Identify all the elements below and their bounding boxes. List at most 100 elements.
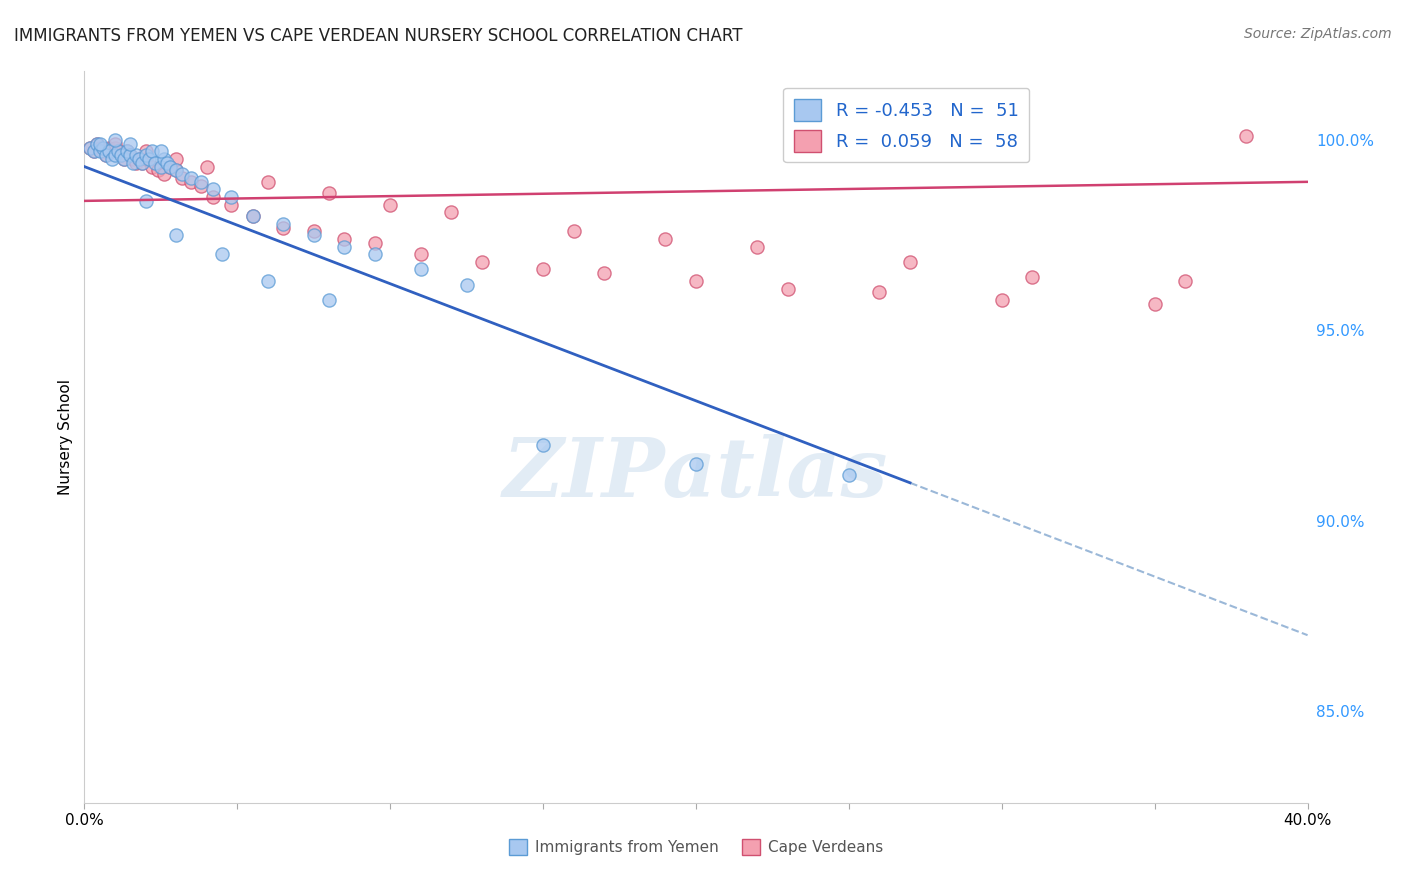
- Point: [135, 152, 157, 166]
- Point: [257, 175, 280, 189]
- Point: [302, 228, 325, 243]
- Point: [471, 255, 494, 269]
- Point: [219, 197, 242, 211]
- Point: [1021, 270, 1043, 285]
- Legend: Immigrants from Yemen, Cape Verdeans: Immigrants from Yemen, Cape Verdeans: [503, 833, 889, 861]
- Point: [107, 145, 129, 159]
- Point: [104, 136, 127, 151]
- Point: [302, 224, 325, 238]
- Point: [201, 190, 224, 204]
- Point: [97, 140, 120, 154]
- Point: [104, 133, 127, 147]
- Point: [165, 152, 187, 166]
- Point: [131, 156, 153, 170]
- Point: [115, 145, 138, 159]
- Point: [120, 148, 142, 162]
- Point: [125, 148, 148, 162]
- Point: [364, 247, 387, 261]
- Point: [172, 171, 194, 186]
- Point: [153, 152, 176, 166]
- Text: IMMIGRANTS FROM YEMEN VS CAPE VERDEAN NURSERY SCHOOL CORRELATION CHART: IMMIGRANTS FROM YEMEN VS CAPE VERDEAN NU…: [14, 27, 742, 45]
- Point: [211, 247, 233, 261]
- Point: [333, 232, 356, 246]
- Point: [153, 167, 176, 181]
- Point: [333, 239, 356, 253]
- Point: [1236, 129, 1258, 144]
- Point: [101, 145, 124, 159]
- Point: [128, 152, 150, 166]
- Text: Source: ZipAtlas.com: Source: ZipAtlas.com: [1244, 27, 1392, 41]
- Point: [456, 277, 478, 292]
- Point: [122, 152, 145, 166]
- Point: [364, 235, 387, 250]
- Point: [180, 175, 202, 189]
- Point: [112, 152, 135, 166]
- Point: [219, 190, 242, 204]
- Point: [89, 140, 111, 154]
- Point: [115, 145, 138, 159]
- Point: [146, 163, 169, 178]
- Point: [83, 145, 105, 159]
- Point: [128, 152, 150, 166]
- Point: [135, 148, 157, 162]
- Point: [409, 247, 432, 261]
- Point: [380, 197, 402, 211]
- Point: [271, 220, 294, 235]
- Point: [195, 160, 218, 174]
- Point: [318, 293, 340, 307]
- Point: [685, 274, 707, 288]
- Point: [562, 224, 585, 238]
- Point: [110, 148, 132, 162]
- Point: [91, 145, 114, 159]
- Point: [91, 140, 114, 154]
- Point: [89, 136, 111, 151]
- Point: [242, 209, 264, 223]
- Point: [190, 178, 212, 193]
- Point: [776, 281, 799, 295]
- Point: [138, 152, 160, 166]
- Point: [86, 136, 108, 151]
- Point: [141, 145, 163, 159]
- Point: [135, 194, 157, 208]
- Point: [86, 136, 108, 151]
- Point: [409, 262, 432, 277]
- Point: [135, 145, 157, 159]
- Point: [94, 148, 117, 162]
- Point: [110, 148, 132, 162]
- Point: [190, 175, 212, 189]
- Point: [165, 163, 187, 178]
- Point: [165, 163, 187, 178]
- Point: [271, 217, 294, 231]
- Point: [156, 156, 179, 170]
- Point: [1143, 297, 1166, 311]
- Point: [898, 255, 921, 269]
- Point: [201, 182, 224, 196]
- Point: [318, 186, 340, 201]
- Point: [79, 140, 101, 154]
- Point: [654, 232, 676, 246]
- Point: [991, 293, 1014, 307]
- Point: [79, 140, 101, 154]
- Point: [149, 160, 172, 174]
- Point: [107, 145, 129, 159]
- Point: [83, 145, 105, 159]
- Point: [593, 266, 616, 280]
- Point: [131, 156, 153, 170]
- Point: [869, 285, 891, 300]
- Point: [159, 160, 181, 174]
- Y-axis label: Nursery School: Nursery School: [58, 379, 73, 495]
- Point: [143, 156, 166, 170]
- Point: [97, 145, 120, 159]
- Text: ZIPatlas: ZIPatlas: [503, 434, 889, 514]
- Point: [104, 140, 127, 154]
- Point: [165, 228, 187, 243]
- Point: [149, 145, 172, 159]
- Point: [838, 468, 860, 483]
- Point: [257, 274, 280, 288]
- Point: [531, 262, 554, 277]
- Point: [101, 152, 124, 166]
- Point: [180, 171, 202, 186]
- Point: [122, 156, 145, 170]
- Point: [120, 148, 142, 162]
- Point: [685, 457, 707, 471]
